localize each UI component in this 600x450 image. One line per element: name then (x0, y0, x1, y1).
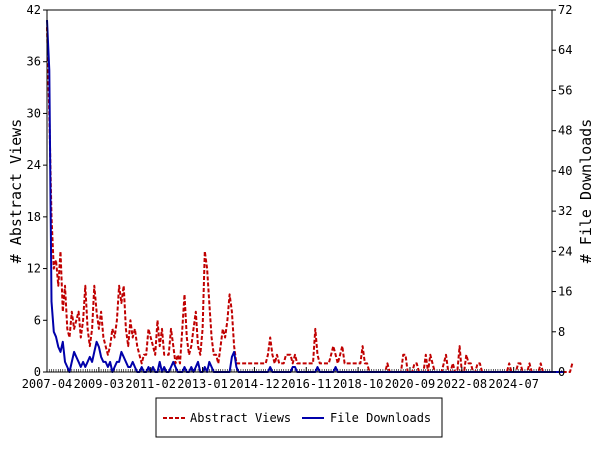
x-tick-label: 2022-08 (437, 377, 488, 391)
left-y-tick-label: 6 (34, 313, 41, 327)
series-line-abstract-views (46, 27, 574, 373)
left-axis-title: # Abstract Views (7, 119, 25, 264)
x-tick-label: 2007-04 (22, 377, 73, 391)
legend-label-abstract-views: Abstract Views (190, 411, 291, 425)
right-y-tick-label: 64 (558, 43, 572, 57)
right-y-tick-label: 16 (558, 285, 572, 299)
legend-box (155, 397, 443, 438)
right-y-tick-label: 32 (558, 204, 572, 218)
right-y-tick-label: 72 (558, 3, 572, 17)
left-y-tick-label: 12 (27, 262, 41, 276)
left-y-tick-label: 0 (34, 365, 41, 379)
right-y-tick-label: 56 (558, 83, 572, 97)
x-tick-label: 2020-09 (385, 377, 436, 391)
legend: Abstract Views File Downloads (155, 397, 443, 438)
x-tick-label: 2011-02 (125, 377, 176, 391)
left-y-tick-label: 30 (27, 106, 41, 120)
right-y-tick-label: 0 (558, 365, 565, 379)
series-layer (46, 20, 574, 373)
x-tick-label: 2014-12 (229, 377, 280, 391)
legend-label-file-downloads: File Downloads (330, 411, 431, 425)
x-axis: 2007-04 2009-03 2011-02 2013-01 2014-12 2016-… (22, 367, 539, 391)
right-y-tick-label: 40 (558, 164, 572, 178)
left-y-tick-label: 18 (27, 210, 41, 224)
left-y-tick-label: 36 (27, 55, 41, 69)
x-tick-label: 2009-03 (74, 377, 125, 391)
right-axis-title: # File Downloads (577, 119, 595, 264)
x-tick-label: 2013-01 (177, 377, 228, 391)
right-y-tick-label: 48 (558, 124, 572, 138)
left-y-axis: 0 6 12 18 24 30 36 42 (27, 3, 47, 379)
x-tick-label: 2024-07 (488, 377, 539, 391)
right-y-tick-label: 24 (558, 244, 572, 258)
right-y-axis: 0 8 16 24 32 40 48 56 64 72 (552, 3, 572, 379)
x-tick-label: 2018-10 (333, 377, 384, 391)
right-y-tick-label: 8 (558, 325, 565, 339)
left-y-tick-label: 42 (27, 3, 41, 17)
plot-area-frame (46, 9, 553, 373)
x-tick-label: 2016-11 (281, 377, 332, 391)
left-y-tick-label: 24 (27, 158, 41, 172)
